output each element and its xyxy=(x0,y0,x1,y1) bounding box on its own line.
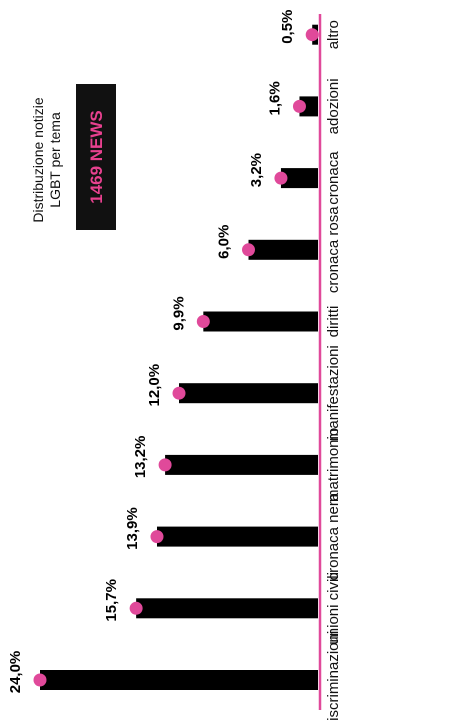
category-label: manifestazioni xyxy=(325,345,342,441)
value-label: 9,9% xyxy=(170,296,187,330)
category-label: altro xyxy=(325,20,342,49)
dot-manifestazioni xyxy=(172,386,186,400)
chart-title: Distribuzione notizie LGBT per tema xyxy=(30,97,63,222)
value-label: 12,0% xyxy=(146,364,163,407)
bar-unioni-civili xyxy=(136,598,318,619)
value-label: 13,2% xyxy=(132,436,149,479)
bars-group: 24,0% discriminazioni 15,7% unioni civili 13… xyxy=(7,10,342,720)
bar-cronaca xyxy=(280,168,318,189)
value-label: 1,6% xyxy=(266,81,283,115)
dot-cronaca-nera xyxy=(150,530,164,544)
value-label: 15,7% xyxy=(103,579,120,622)
dot-matrimonio xyxy=(158,458,172,472)
bar-matrimonio xyxy=(165,454,318,475)
category-label: cronaca xyxy=(325,151,342,205)
value-label: 0,5% xyxy=(279,10,296,44)
bar-cronaca-rosa xyxy=(248,239,318,260)
category-label: matrimonio xyxy=(325,428,342,502)
bar-manifestazioni xyxy=(179,383,318,404)
value-label: 6,0% xyxy=(216,225,233,259)
category-label: adozioni xyxy=(325,78,342,134)
value-label: 13,9% xyxy=(124,507,141,550)
chart-title-line-1: Distribuzione notizie xyxy=(30,97,46,222)
dot-adozioni xyxy=(292,99,306,113)
bar-cronaca-nera xyxy=(156,526,318,547)
dot-altro xyxy=(305,28,319,42)
bar-discriminazioni xyxy=(40,670,318,690)
chart-title-line-2: LGBT per tema xyxy=(47,112,63,208)
value-label: 24,0% xyxy=(7,651,24,694)
dot-unioni-civili xyxy=(129,601,143,615)
category-label: cronaca rosa xyxy=(325,206,342,293)
dot-cronaca-rosa xyxy=(242,243,255,257)
news-badge-text: 1469 NEWS xyxy=(87,110,106,204)
category-label: discriminazioni xyxy=(325,631,342,720)
category-label: diritti xyxy=(325,306,342,338)
dot-cronaca xyxy=(274,171,288,185)
value-label: 3,2% xyxy=(248,153,265,187)
news-badge-bg xyxy=(76,84,116,230)
dot-diritti xyxy=(196,315,210,328)
category-label: cronaca nera xyxy=(325,492,342,580)
bar-adozioni xyxy=(299,96,318,117)
bar-diritti xyxy=(203,311,318,332)
dot-discriminazioni xyxy=(33,673,47,687)
category-label: unioni civili xyxy=(325,572,342,645)
